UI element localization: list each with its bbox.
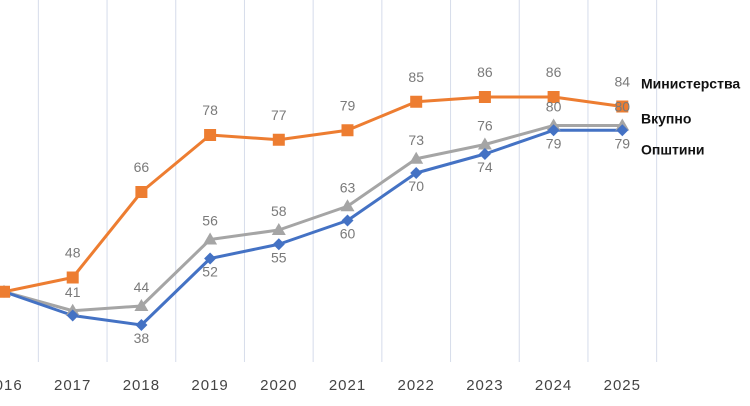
x-tick-label: 2017 (54, 377, 91, 394)
data-point-2020 (272, 238, 285, 251)
data-point-2022 (410, 167, 423, 179)
data-label: 78 (202, 102, 218, 118)
data-label: 41 (65, 284, 81, 300)
data-label: 44 (134, 279, 150, 295)
series-markers (0, 91, 630, 331)
data-point-2018 (135, 186, 148, 198)
x-tick-label: 2024 (535, 377, 572, 394)
data-label: 70 (408, 178, 424, 194)
data-label: 55 (271, 249, 287, 265)
series-name-label: Министерства (641, 76, 740, 92)
data-label: 76 (477, 118, 493, 134)
data-label: 38 (134, 330, 150, 346)
data-point-2020 (271, 223, 286, 235)
data-point-2019 (204, 252, 217, 265)
data-point-2023 (478, 148, 491, 160)
data-label: 79 (340, 97, 356, 113)
x-tick-label: 2025 (604, 377, 641, 394)
data-label: 58 (271, 203, 287, 219)
x-tick-label: 2016 (0, 377, 23, 394)
data-point-2020 (272, 133, 285, 146)
data-label: 84 (615, 74, 631, 90)
series-name-label: Општини (641, 141, 705, 157)
data-label: 48 (65, 245, 81, 261)
data-point-2017 (66, 309, 79, 322)
data-point-2023 (478, 91, 491, 103)
data-point-2016 (0, 285, 10, 298)
series-line-2 (3, 124, 623, 313)
data-label: 60 (340, 226, 356, 242)
x-tick-label: 2022 (398, 377, 435, 394)
data-label: 86 (477, 64, 493, 80)
data-point-2021 (341, 214, 354, 227)
data-point-2024 (547, 91, 560, 103)
data-label: 79 (546, 135, 562, 151)
data-label: 80 (615, 99, 631, 115)
data-label: 74 (477, 159, 493, 175)
series-lines (3, 95, 623, 327)
x-tick-label: 2021 (329, 377, 366, 394)
data-label: 80 (546, 99, 562, 115)
data-label: 52 (202, 264, 218, 280)
data-point-2025 (616, 124, 629, 137)
data-point-2021 (341, 124, 354, 137)
data-point-2021 (340, 199, 355, 212)
data-label: 73 (408, 132, 424, 148)
data-point-2018 (135, 319, 148, 331)
data-label: 66 (134, 159, 150, 175)
data-label: 56 (202, 213, 218, 229)
series-labels: Вкупно Општини Министерства (641, 76, 740, 158)
data-point-2025 (616, 100, 629, 113)
data-labels: 41 44 56 58 63 73 76 80 80 38 52 55 60 70 74 79 79 48 66 78… (65, 64, 630, 346)
x-tick-label: 2019 (191, 377, 228, 394)
data-point-2019 (203, 232, 218, 245)
data-point-2022 (409, 151, 424, 164)
x-tick-label: 2020 (260, 377, 297, 394)
series-line-3 (3, 128, 623, 327)
data-point-2018 (134, 299, 149, 311)
data-label: 79 (615, 135, 631, 151)
series-line-1 (3, 95, 623, 294)
data-point-2022 (410, 95, 423, 108)
data-point-2017 (66, 271, 79, 284)
x-tick-label: 2023 (466, 377, 503, 394)
series-name-label: Вкупно (641, 111, 691, 127)
data-label: 85 (408, 69, 424, 85)
x-axis: 2016 2017 2018 2019 2020 2021 2022 2023 2024 2025 (0, 377, 641, 394)
data-point-2023 (477, 137, 492, 150)
data-label: 77 (271, 107, 287, 123)
data-label: 86 (546, 64, 562, 80)
data-point-2024 (547, 124, 560, 137)
x-tick-label: 2018 (123, 377, 160, 394)
data-point-2019 (204, 129, 217, 141)
data-label: 63 (340, 179, 356, 195)
